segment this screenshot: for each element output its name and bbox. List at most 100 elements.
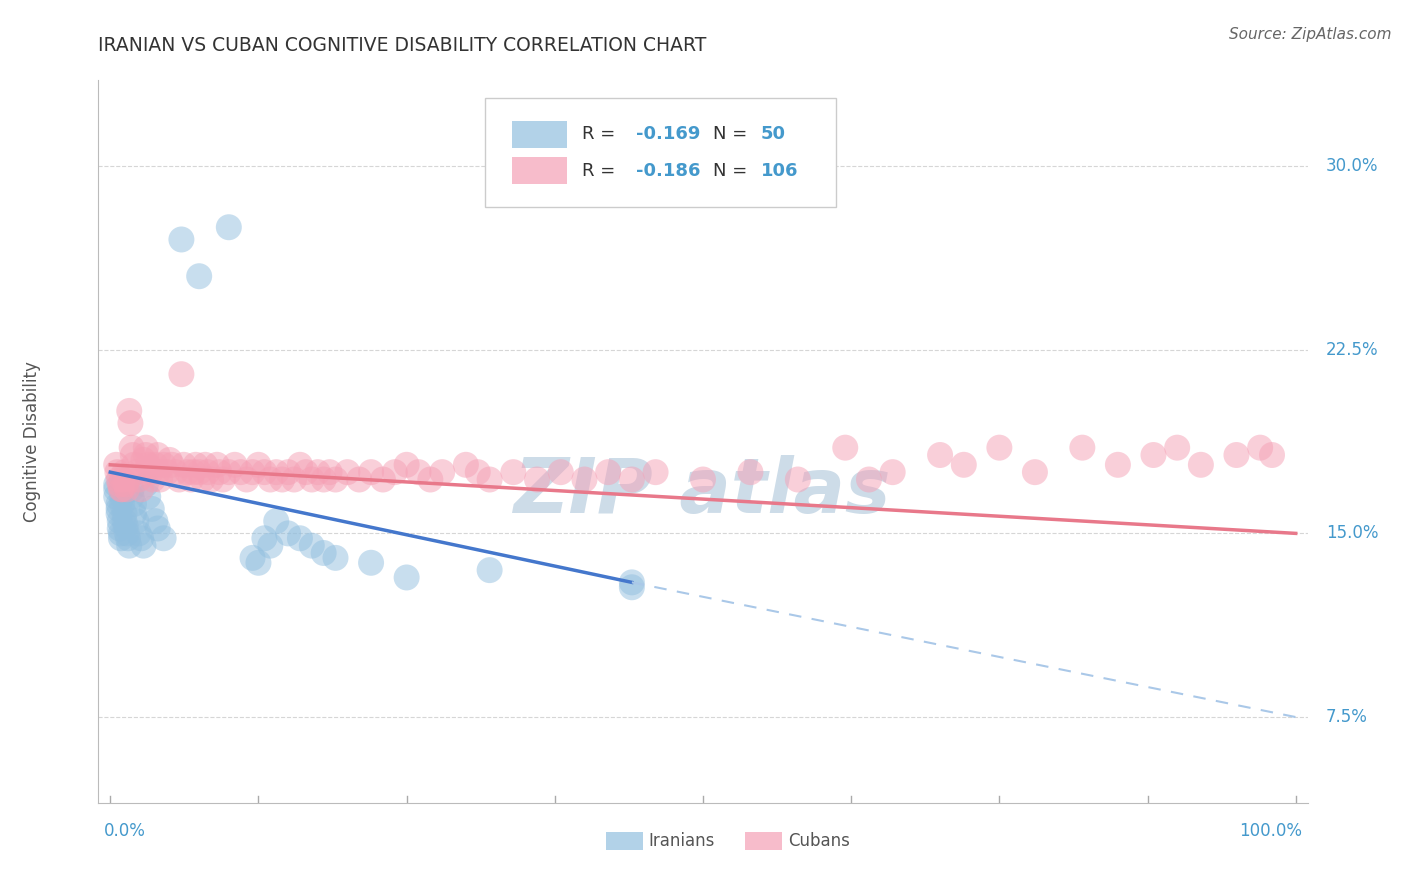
Point [176,465,198,479]
Point [288,458,311,472]
Point [264,465,287,479]
Point [988,441,1011,455]
Text: Iranians: Iranians [648,832,716,850]
Text: N =: N = [713,161,752,179]
Point [105,477,128,491]
Point [1071,441,1094,455]
Point [229,465,252,479]
Point [135,448,157,462]
Point [122,458,145,472]
Point [143,514,166,528]
Point [454,458,477,472]
Point [502,465,524,479]
Point [146,448,169,462]
Point [318,465,340,479]
Bar [745,831,782,850]
Point [550,465,572,479]
Point [235,473,257,487]
Point [574,473,596,487]
Point [149,473,172,487]
Bar [512,157,567,185]
Point [224,458,246,472]
Point [1189,458,1212,472]
Point [325,550,347,565]
Point [139,465,162,479]
Text: Cubans: Cubans [787,832,849,850]
Point [152,531,174,545]
Point [142,473,165,487]
Text: R =: R = [582,161,621,179]
Point [136,490,159,504]
Point [692,473,714,487]
Point [117,531,139,545]
Point [118,404,141,418]
Point [242,550,264,565]
Bar [512,120,567,148]
Point [644,465,666,479]
Point [208,465,231,479]
Point [301,473,323,487]
Text: Source: ZipAtlas.com: Source: ZipAtlas.com [1229,27,1392,42]
Point [117,473,139,487]
Point [834,441,856,455]
Point [432,465,454,479]
Point [181,465,204,479]
Point [156,465,179,479]
Text: 7.5%: 7.5% [1326,708,1368,726]
Point [107,473,129,487]
Text: ZIP atlas: ZIP atlas [515,455,891,529]
Point [307,465,329,479]
Point [146,465,169,479]
Point [115,483,138,497]
Point [105,465,128,479]
Point [200,473,222,487]
Point [271,473,294,487]
Point [312,546,335,560]
Point [108,514,131,528]
Point [128,526,150,541]
Point [107,507,129,521]
Point [336,465,359,479]
Point [277,465,299,479]
Point [121,448,143,462]
Point [114,514,136,528]
Text: 0.0%: 0.0% [104,822,146,840]
Point [408,465,430,479]
Point [141,502,163,516]
Text: 15.0%: 15.0% [1326,524,1378,542]
Point [135,477,157,491]
Point [111,473,134,487]
Point [467,465,489,479]
Point [1142,448,1164,462]
Text: 100.0%: 100.0% [1239,822,1302,840]
Point [114,519,136,533]
Point [165,465,187,479]
Text: R =: R = [582,126,621,144]
Point [288,531,311,545]
FancyBboxPatch shape [485,98,837,207]
Point [129,483,152,497]
Point [620,575,643,590]
Point [347,473,370,487]
Point [478,563,501,577]
Point [121,441,143,455]
Point [132,539,155,553]
Point [1166,441,1188,455]
Text: 22.5%: 22.5% [1326,341,1378,359]
Point [360,556,382,570]
Point [360,465,382,479]
Point [118,539,141,553]
Point [277,526,299,541]
Point [110,526,132,541]
Point [114,477,136,491]
Point [858,473,880,487]
Point [159,453,181,467]
Point [121,490,143,504]
Point [253,531,276,545]
Point [125,465,148,479]
Point [1225,448,1247,462]
Text: -0.169: -0.169 [637,126,700,144]
Point [180,473,202,487]
Point [620,580,643,594]
Point [312,473,335,487]
